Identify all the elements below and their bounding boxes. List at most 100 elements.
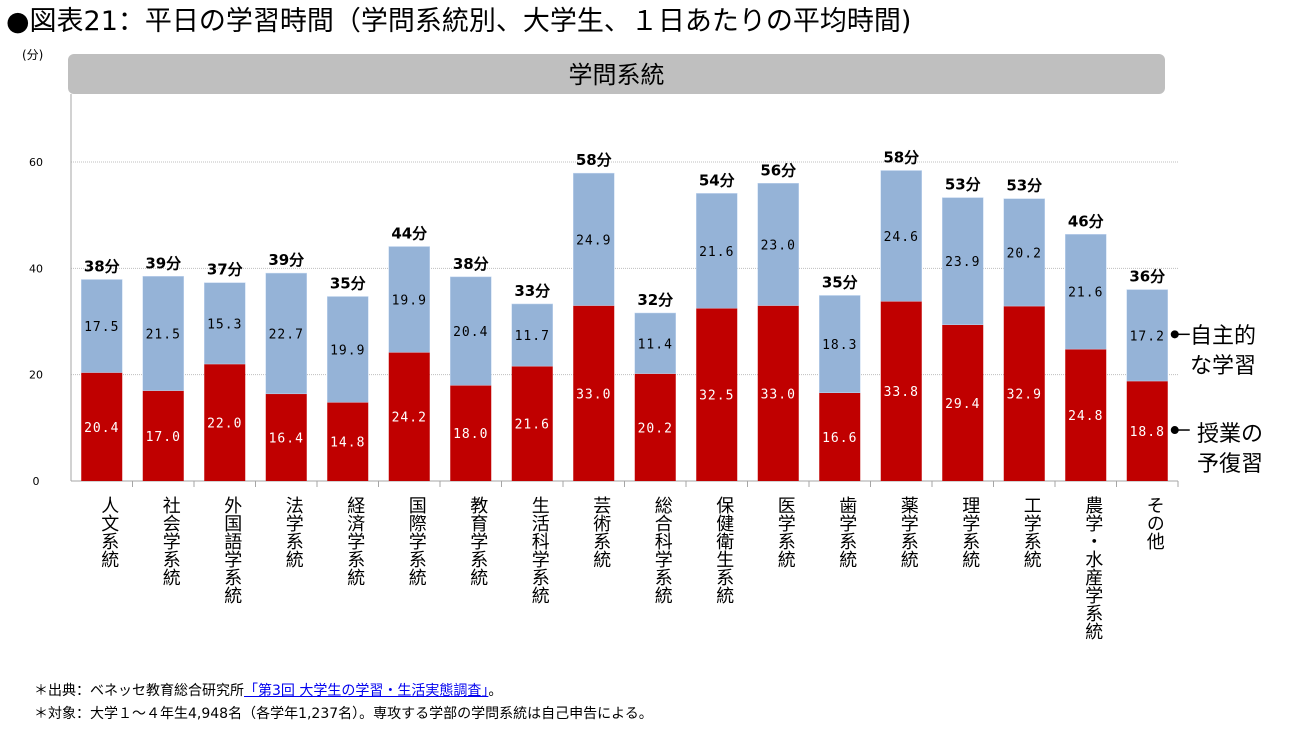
data-label-lesson: 32.9 xyxy=(1007,388,1042,403)
bar-lesson-review xyxy=(942,324,984,481)
data-label-lesson: 20.2 xyxy=(638,421,673,436)
footnote-target: ＊対象：大学１～４年生4,948名（各学年1,237名）。専攻する学部の学問系統… xyxy=(34,706,653,722)
data-label-self: 11.7 xyxy=(515,329,550,344)
x-category-label: 総合科学系統 xyxy=(652,496,673,604)
data-label-self: 18.3 xyxy=(822,338,857,353)
x-category-label: 教育学系統 xyxy=(467,496,488,586)
bar-self-study xyxy=(634,312,676,374)
bar-self-study xyxy=(942,197,984,325)
data-label-self: 20.4 xyxy=(453,325,488,340)
data-label-total: 35分 xyxy=(330,275,366,293)
bar-self-study xyxy=(757,183,799,306)
data-label-total: 44分 xyxy=(391,225,427,243)
data-label-lesson: 24.8 xyxy=(1068,409,1103,424)
survey-link[interactable]: 「第3回 大学生の学習・生活実態調査」 xyxy=(244,683,489,699)
data-label-total: 58分 xyxy=(883,149,919,167)
data-label-lesson: 18.0 xyxy=(453,427,488,442)
bar-self-study xyxy=(327,296,369,403)
bar-self-study xyxy=(1003,198,1045,307)
bar-self-study xyxy=(142,276,184,391)
bar-lesson-review xyxy=(696,308,738,481)
bar-self-study xyxy=(204,282,246,365)
bar-lesson-review xyxy=(1003,306,1045,481)
data-label-lesson: 16.6 xyxy=(822,431,857,446)
data-label-total: 37分 xyxy=(207,261,243,279)
data-label-self: 24.6 xyxy=(884,230,919,245)
x-category-label: 生活科学系統 xyxy=(529,496,550,604)
source-suffix: 。 xyxy=(488,683,503,699)
bar-self-study xyxy=(1126,289,1168,382)
data-label-lesson: 14.8 xyxy=(330,436,365,451)
x-category-label: 法学系統 xyxy=(283,496,304,568)
data-label-total: 38分 xyxy=(84,257,120,275)
legend-self-study-label-1: 自主的 xyxy=(1190,324,1257,349)
source-prefix: ＊出典：ベネッセ教育総合研究所 xyxy=(34,683,244,699)
bar-lesson-review xyxy=(1126,381,1168,481)
bar-lesson-review xyxy=(388,352,430,481)
x-category-label: その他 xyxy=(1144,496,1165,550)
data-label-self: 17.5 xyxy=(84,320,119,335)
bar-lesson-review xyxy=(450,385,492,481)
x-category-label: 農学・水産学系統 xyxy=(1082,496,1103,640)
data-label-self: 17.2 xyxy=(1130,329,1165,344)
x-category-label: 芸術系統 xyxy=(590,496,611,568)
x-category-label: 国際学系統 xyxy=(406,496,427,586)
bar-self-study xyxy=(450,276,492,386)
bar-lesson-review xyxy=(142,390,184,481)
data-label-lesson: 33.8 xyxy=(884,385,919,400)
bar-self-study xyxy=(819,295,861,393)
footnote-source: ＊出典：ベネッセ教育総合研究所「第3回 大学生の学習・生活実態調査」。 xyxy=(34,680,502,700)
x-category-label: 外国語学系統 xyxy=(221,496,242,604)
legend-lesson-review: 授業の 予復習 xyxy=(1197,420,1263,480)
x-category-label: 工学系統 xyxy=(1021,496,1042,568)
bar-lesson-review xyxy=(819,392,861,481)
data-label-total: 35分 xyxy=(822,273,858,291)
data-label-self: 23.0 xyxy=(761,238,796,253)
y-tick-label: 0 xyxy=(33,475,40,488)
data-label-lesson: 20.4 xyxy=(84,421,119,436)
bar-lesson-review xyxy=(757,305,799,481)
bar-lesson-review xyxy=(573,305,615,481)
bar-lesson-review xyxy=(880,301,922,481)
data-label-self: 19.9 xyxy=(330,343,365,358)
data-label-total: 39分 xyxy=(268,251,304,269)
data-label-total: 33分 xyxy=(514,282,550,300)
bar-self-study xyxy=(880,170,922,302)
bar-lesson-review xyxy=(327,402,369,481)
data-label-total: 53分 xyxy=(945,176,981,194)
x-category-label: 保健衛生系統 xyxy=(713,496,734,604)
bar-self-study xyxy=(81,279,123,373)
bar-lesson-review xyxy=(511,366,553,481)
data-label-total: 46分 xyxy=(1068,212,1104,230)
y-tick-label: 20 xyxy=(29,369,43,382)
data-label-lesson: 16.4 xyxy=(269,431,304,446)
bar-lesson-review xyxy=(634,373,676,481)
bar-lesson-review xyxy=(81,372,123,481)
bar-self-study xyxy=(265,272,307,395)
bar-lesson-review xyxy=(204,364,246,481)
data-label-self: 19.9 xyxy=(392,293,427,308)
x-category-label: 経済学系統 xyxy=(344,496,365,586)
data-label-self: 22.7 xyxy=(269,327,304,342)
legend-self-study-label-2: な学習 xyxy=(1190,354,1257,379)
data-label-lesson: 24.2 xyxy=(392,411,427,426)
bar-self-study xyxy=(696,193,738,309)
bar-self-study xyxy=(573,172,615,306)
data-label-lesson: 17.0 xyxy=(146,430,181,445)
x-category-label: 社会学系統 xyxy=(160,496,181,586)
data-label-self: 20.2 xyxy=(1007,246,1042,261)
bar-self-study xyxy=(1065,234,1107,350)
x-category-label: 薬学系統 xyxy=(898,496,919,568)
data-label-self: 21.6 xyxy=(699,245,734,260)
bar-self-study xyxy=(511,303,553,367)
data-label-lesson: 29.4 xyxy=(945,397,980,412)
x-category-label: 歯学系統 xyxy=(836,496,857,568)
data-label-lesson: 18.8 xyxy=(1130,425,1165,440)
data-label-total: 53分 xyxy=(1006,177,1042,195)
bar-lesson-review xyxy=(265,393,307,481)
chart-title: ●図表21：平日の学習時間（学問系統別、大学生、１日あたりの平均時間) xyxy=(6,6,912,37)
data-label-self: 11.4 xyxy=(638,337,673,352)
bar-self-study xyxy=(388,246,430,353)
y-axis-unit: (分) xyxy=(22,48,44,62)
data-label-total: 39分 xyxy=(145,254,181,272)
